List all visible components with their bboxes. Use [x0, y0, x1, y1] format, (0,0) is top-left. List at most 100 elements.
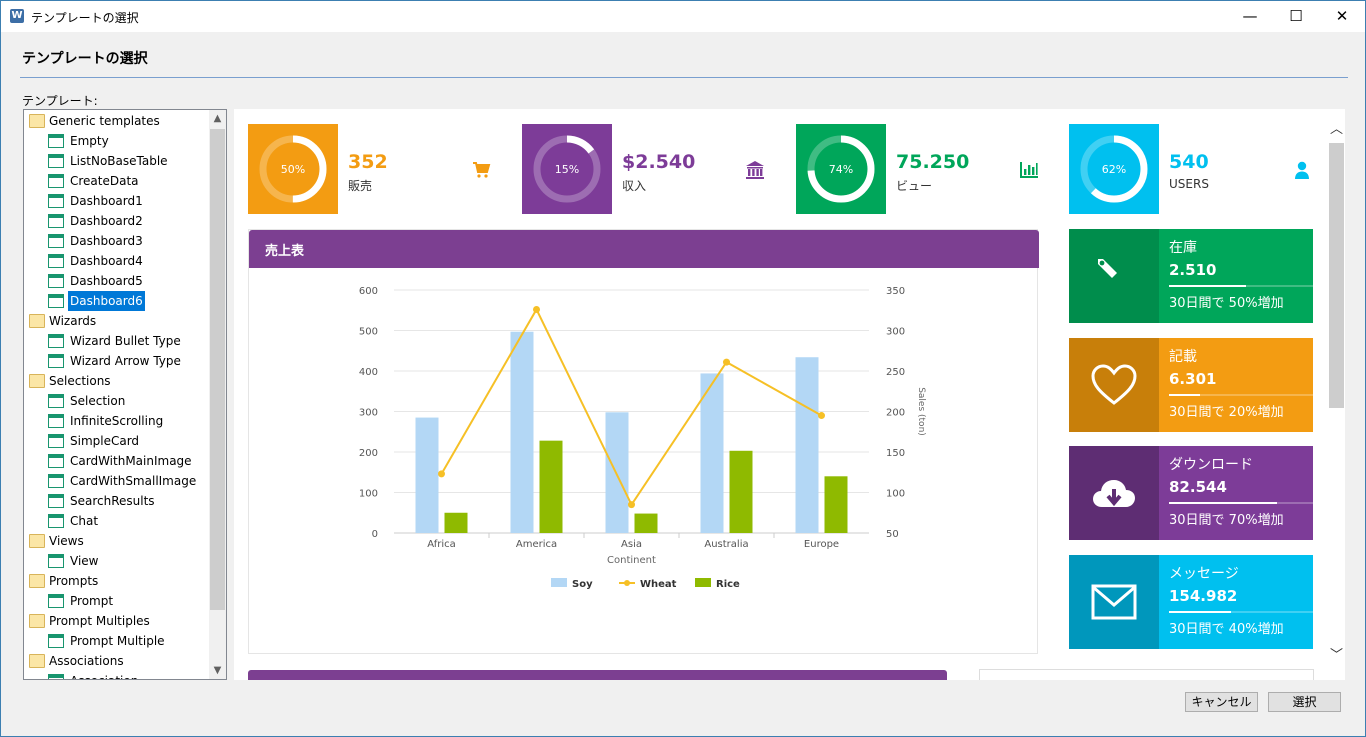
- tree-item-label: Dashboard3: [70, 234, 143, 248]
- chart-card: 売上表 0 100 200 300 400 500 600 50 100 150 200 250 300…: [248, 229, 1039, 654]
- folder-icon: [29, 654, 45, 668]
- tile-icon-box: [1069, 229, 1159, 323]
- tree-label: テンプレート:: [22, 94, 98, 108]
- tree-item-label: Wizard Bullet Type: [70, 334, 181, 348]
- legend-label: Rice: [716, 579, 740, 590]
- bar-soy: [700, 373, 724, 533]
- scroll-up-icon[interactable]: ▲: [213, 113, 222, 124]
- bottom-card-right: [979, 669, 1314, 680]
- bar-rice: [824, 476, 848, 533]
- stat-tile: 記載 6.301 30日間で 20%増加: [1069, 338, 1313, 432]
- tile-name: 在庫: [1169, 240, 1197, 256]
- tile-progress-track: [1169, 611, 1313, 613]
- tree-item-label: InfiniteScrolling: [70, 414, 164, 428]
- stat-percent: 50%: [281, 163, 305, 176]
- stat-percent: 62%: [1102, 163, 1126, 176]
- maximize-button[interactable]: ☐: [1289, 7, 1303, 25]
- tile-body: ダウンロード 82.544 30日間で 70%増加: [1159, 446, 1313, 540]
- tile-progress-bar: [1169, 502, 1277, 504]
- close-button[interactable]: ✕: [1335, 7, 1349, 25]
- stat-value: $2.540: [622, 151, 696, 173]
- template-tree[interactable]: Generic templates Empty ListNoBaseTable Cre…: [23, 109, 227, 680]
- y-tick-label: 400: [359, 367, 378, 378]
- template-icon: [48, 134, 64, 148]
- y-tick-label: 0: [372, 529, 378, 540]
- y-tick-label: 200: [359, 448, 378, 459]
- bank-icon: [737, 152, 764, 179]
- stat-card: 15% $2.540 収入: [522, 124, 794, 214]
- stat-donut-box: 62%: [1069, 124, 1159, 214]
- tile-footer: 30日間で 40%増加: [1159, 613, 1313, 649]
- point-wheat: [438, 470, 445, 478]
- stat-label: ビュー: [896, 179, 933, 193]
- preview-scrollbar[interactable]: ︿ ﹀: [1328, 109, 1345, 680]
- preview-scroll-down-icon[interactable]: ﹀: [1329, 648, 1343, 663]
- cancel-button[interactable]: キャンセル: [1185, 692, 1258, 712]
- tile-progress-bar: [1169, 394, 1200, 396]
- legend-swatch: [695, 578, 711, 587]
- stat-tile: 在庫 2.510 30日間で 50%増加: [1069, 229, 1313, 323]
- point-wheat: [723, 358, 730, 366]
- stat-donut: 15%: [533, 135, 601, 203]
- minimize-button[interactable]: —: [1242, 7, 1258, 25]
- point-wheat: [628, 501, 635, 509]
- bar-soy: [510, 331, 534, 533]
- template-icon: [48, 554, 64, 568]
- tile-icon-box: [1069, 446, 1159, 540]
- tile-body: 記載 6.301 30日間で 20%増加: [1159, 338, 1313, 432]
- sales-chart: 0 100 200 300 400 500 600 50 100 150 200 250 300 350 A…: [359, 286, 926, 590]
- tile-progress-bar: [1169, 285, 1247, 287]
- stat-card: 62% 540 USERS: [1069, 124, 1328, 214]
- y-tick-label: 100: [359, 489, 378, 500]
- tile-body: 在庫 2.510 30日間で 50%増加: [1159, 229, 1313, 323]
- stat-donut-box: 74%: [796, 124, 886, 214]
- y2-tick-label: 100: [886, 489, 905, 500]
- tree-item-label: SimpleCard: [70, 434, 140, 448]
- template-icon: [48, 414, 64, 428]
- template-icon: [48, 514, 64, 528]
- chart-card-header: 売上表: [249, 230, 1039, 268]
- tile-value: 6.301: [1169, 370, 1217, 388]
- tile-progress-track: [1169, 394, 1313, 396]
- tile-footer: 30日間で 50%増加: [1159, 287, 1313, 323]
- tree-item-label: Dashboard6: [68, 291, 145, 311]
- tree-item-label: Generic templates: [49, 114, 160, 128]
- x-axis-title: Continent: [607, 555, 656, 566]
- preview-scroll-up-icon[interactable]: ︿: [1329, 122, 1343, 137]
- template-icon: [48, 274, 64, 288]
- tile-name: ダウンロード: [1169, 457, 1253, 473]
- bar-rice: [444, 512, 468, 533]
- tree-item-label: Prompt Multiples: [49, 614, 150, 628]
- scroll-down-icon[interactable]: ▼: [213, 665, 222, 676]
- template-icon: [48, 454, 64, 468]
- point-wheat: [533, 305, 540, 313]
- tree-scrollbar[interactable]: ▲ ▼: [209, 110, 226, 679]
- tree-item-label: Empty: [70, 134, 109, 148]
- select-button[interactable]: 選択: [1268, 692, 1341, 712]
- stat-value: 540: [1169, 151, 1209, 173]
- chart-card-title: 売上表: [265, 244, 305, 259]
- template-icon: [48, 194, 64, 208]
- legend-swatch: [624, 580, 630, 586]
- tree-scroll-thumb[interactable]: [210, 129, 225, 610]
- preview-scroll-thumb[interactable]: [1329, 143, 1344, 408]
- tile-name: メッセージ: [1169, 566, 1239, 582]
- folder-icon: [29, 574, 45, 588]
- stat-label: USERS: [1169, 177, 1209, 191]
- tree-item-label: Selections: [49, 374, 111, 388]
- folder-icon: [29, 534, 45, 548]
- y2-tick-label: 50: [886, 529, 899, 540]
- tree-item-label: Dashboard2: [70, 214, 143, 228]
- template-icon: [48, 354, 64, 368]
- tree-item-label: Association: [68, 671, 140, 679]
- template-preview: 50% 352 販売 15% $2.540 収入 74% 75.250 ビュー 62% 540 USE…: [234, 109, 1328, 680]
- y2-axis-title: Sales (ton): [916, 387, 926, 436]
- stat-label: 販売: [348, 179, 373, 193]
- tree-item-label: Prompt Multiple: [70, 634, 165, 648]
- point-wheat: [818, 412, 825, 420]
- bar-rice: [634, 513, 658, 533]
- tile-body: メッセージ 154.982 30日間で 40%増加: [1159, 555, 1313, 649]
- user-icon: [1284, 152, 1309, 179]
- tree-item-label: Selection: [70, 394, 126, 408]
